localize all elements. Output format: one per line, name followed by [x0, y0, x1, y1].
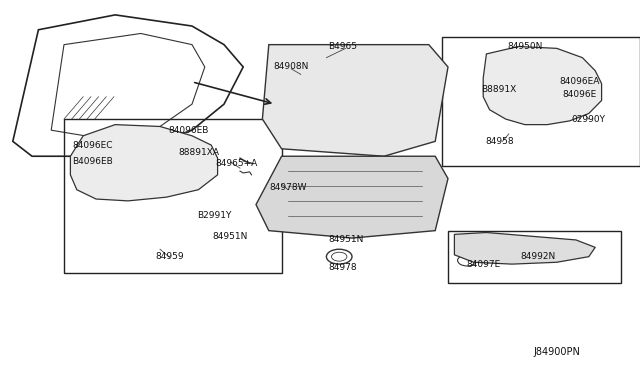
Text: 88891XA: 88891XA	[178, 148, 219, 157]
Text: 84978: 84978	[328, 263, 356, 272]
Text: B2991Y: B2991Y	[197, 211, 232, 220]
Polygon shape	[454, 232, 595, 264]
Text: 84096EA: 84096EA	[559, 77, 600, 86]
Text: J84900PN: J84900PN	[533, 347, 580, 356]
Polygon shape	[256, 156, 448, 238]
Text: 84992N: 84992N	[520, 252, 556, 261]
Text: 84096EC: 84096EC	[72, 141, 113, 150]
Text: 84978W: 84978W	[269, 183, 307, 192]
Text: 84965+A: 84965+A	[216, 159, 258, 168]
Text: 84096E: 84096E	[562, 90, 596, 99]
Text: 84959: 84959	[156, 252, 184, 261]
Text: 84951N: 84951N	[212, 232, 248, 241]
Text: 84950N: 84950N	[507, 42, 543, 51]
Bar	[448, 231, 621, 283]
Bar	[442, 37, 640, 166]
Text: 84908N: 84908N	[273, 62, 309, 71]
Text: 84958: 84958	[485, 137, 513, 146]
Polygon shape	[262, 45, 448, 156]
Polygon shape	[483, 46, 602, 125]
Text: 84951N: 84951N	[328, 235, 364, 244]
Text: B4965: B4965	[328, 42, 357, 51]
Text: 02990Y: 02990Y	[572, 115, 606, 124]
Polygon shape	[70, 125, 218, 201]
Text: B4096EB: B4096EB	[72, 157, 113, 166]
Text: 84096EB: 84096EB	[168, 126, 209, 135]
Text: B8891X: B8891X	[481, 85, 517, 94]
Text: 84097E: 84097E	[466, 260, 500, 269]
Bar	[64, 119, 282, 273]
